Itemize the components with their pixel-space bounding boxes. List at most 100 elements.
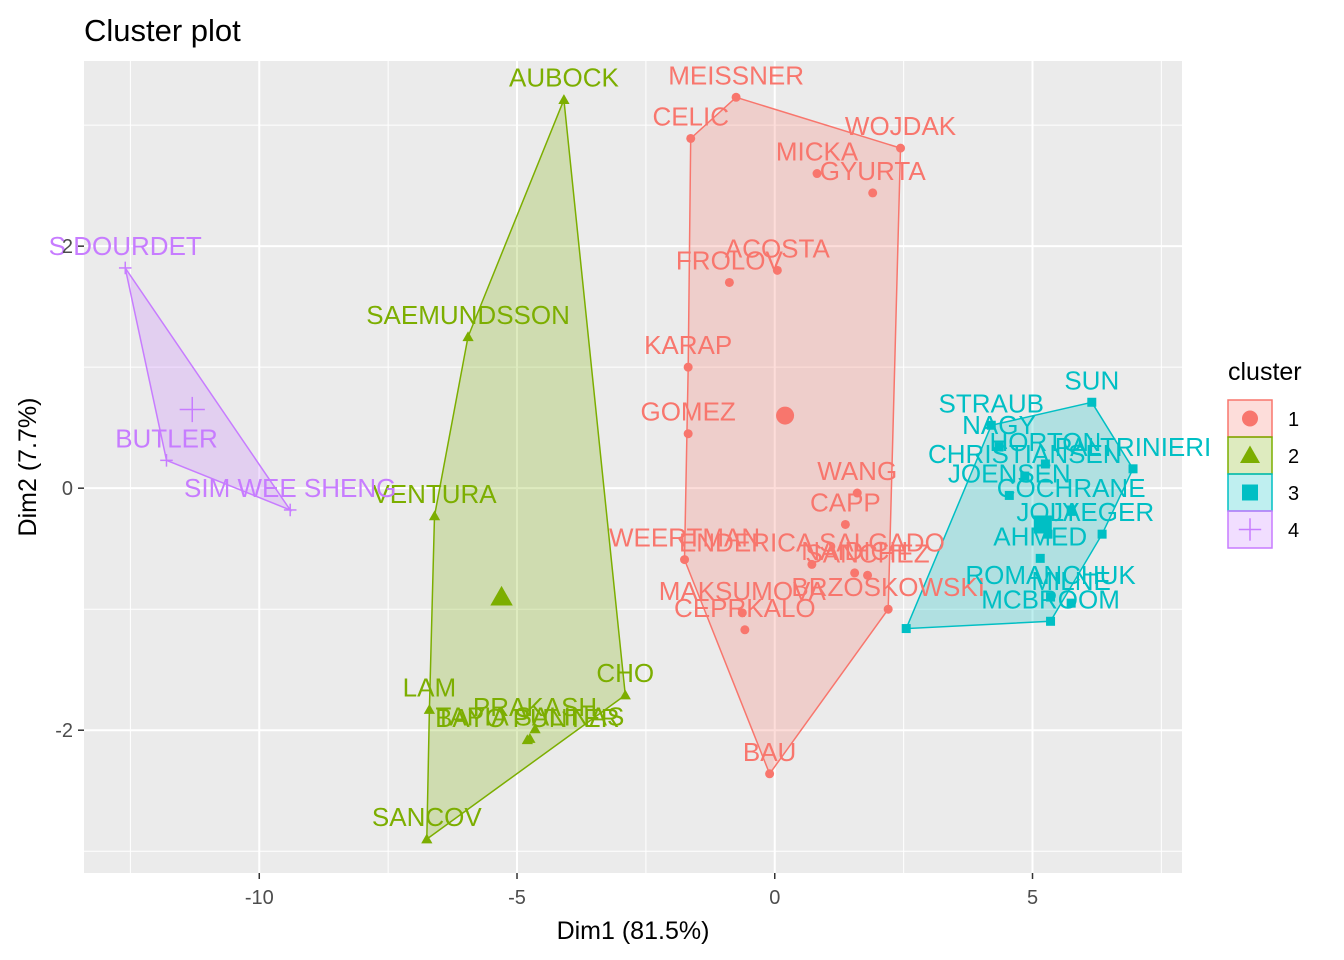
point-label: MAKSUMOVA xyxy=(659,576,827,606)
data-point xyxy=(1087,397,1097,407)
point-label: CELIC xyxy=(652,101,729,131)
legend-title: cluster xyxy=(1228,358,1302,386)
data-point xyxy=(160,454,173,467)
data-point xyxy=(807,559,817,569)
legend: cluster 1 2 3 4 xyxy=(1227,358,1302,549)
point-label: CEPRKALO xyxy=(674,593,816,623)
point-label: JAEGER xyxy=(1050,497,1154,527)
point-label: VENTURA xyxy=(372,479,497,509)
data-point xyxy=(118,261,132,275)
point-label: ROMANCHUK xyxy=(965,560,1136,590)
data-point xyxy=(683,429,693,439)
data-point xyxy=(724,277,734,287)
data-point xyxy=(737,608,747,618)
data-point xyxy=(462,331,474,342)
legend-label-3: 3 xyxy=(1288,483,1299,505)
point-label: PALTRINIERI xyxy=(1055,432,1212,462)
point-label: NAIDICH xyxy=(801,536,908,566)
data-point xyxy=(731,92,741,102)
point-label: BAYO PUNTER xyxy=(435,703,619,733)
data-point xyxy=(840,519,850,529)
data-point xyxy=(1043,529,1053,539)
point-label: NAGY xyxy=(962,410,1036,440)
data-point xyxy=(1066,505,1076,515)
data-point xyxy=(1035,553,1045,563)
data-point xyxy=(852,488,862,498)
point-label: MEISSNER xyxy=(668,60,804,90)
legend-label-2: 2 xyxy=(1288,446,1299,468)
legend-label-4: 4 xyxy=(1288,520,1299,542)
data-point xyxy=(680,555,690,565)
data-point xyxy=(883,604,893,614)
cluster-4-hull xyxy=(124,267,293,512)
data-point xyxy=(1046,616,1056,626)
point-label: SIM WEE SHENG xyxy=(184,473,396,503)
y-axis-ticks: -2 0 2 xyxy=(55,236,84,742)
point-label: BUTLER xyxy=(115,423,218,453)
point-label: KARAP xyxy=(644,330,732,360)
x-tick-label: 0 xyxy=(769,887,780,909)
cluster-centroids xyxy=(179,396,1052,606)
data-point xyxy=(896,143,906,153)
legend-symbol-4 xyxy=(1238,518,1262,541)
point-label: SAEMUNDSSON xyxy=(366,300,570,330)
data-point xyxy=(421,833,433,844)
legend-symbol-3 xyxy=(1242,484,1258,501)
data-point xyxy=(686,133,696,143)
legend-label-1: 1 xyxy=(1288,409,1299,431)
point-label: ENDERICA SALGADO xyxy=(679,527,945,557)
data-point xyxy=(868,188,878,198)
point-label: FROLOV xyxy=(676,245,784,275)
point-label: AUBOCK xyxy=(509,63,619,93)
data-point xyxy=(863,570,873,580)
point-label: WOJDAK xyxy=(845,111,957,141)
data-point xyxy=(521,734,533,745)
data-points xyxy=(118,92,1138,844)
legend-symbol-1 xyxy=(1242,410,1258,427)
point-label: WEERTMAN xyxy=(609,523,760,553)
point-label: COCHRANE xyxy=(997,473,1146,503)
x-tick-label: -5 xyxy=(508,887,526,909)
point-label: GYURTA xyxy=(820,156,927,186)
point-label: SANCHEZ xyxy=(805,538,929,568)
point-label: AHMED xyxy=(993,521,1087,551)
point-label: CHO xyxy=(596,658,654,688)
data-point xyxy=(1040,459,1050,469)
data-point xyxy=(765,769,775,779)
point-label: GOMEZ xyxy=(640,397,735,427)
data-point xyxy=(423,704,436,714)
data-point xyxy=(619,689,631,700)
point-label: BRZOSKOWSKI xyxy=(791,572,985,602)
cluster-hulls xyxy=(124,96,1134,841)
data-point xyxy=(1066,598,1076,608)
point-label: WANG xyxy=(817,456,897,486)
cluster-1-centroid xyxy=(776,406,795,425)
data-point xyxy=(1020,471,1030,481)
point-label: CHRISTIANSEN xyxy=(928,439,1122,469)
point-label: JOLY xyxy=(1016,497,1079,527)
point-label: TAPIA SALINAS xyxy=(435,702,624,732)
point-label: MICKA xyxy=(776,137,859,167)
chart-title: Cluster plot xyxy=(84,13,241,48)
major-gridlines xyxy=(84,61,1182,873)
point-label: S DOURDET xyxy=(49,231,202,261)
legend-symbol-2 xyxy=(1240,445,1260,463)
y-tick-label: 2 xyxy=(62,236,73,258)
point-label: LAM xyxy=(403,673,456,703)
data-point xyxy=(283,503,297,517)
data-point xyxy=(994,442,1004,452)
point-label: HORTON xyxy=(990,427,1102,457)
point-label: MILNE xyxy=(1031,566,1110,596)
y-tick-label: 0 xyxy=(62,478,73,500)
cluster-3-centroid xyxy=(1033,515,1052,534)
y-tick-label: -2 xyxy=(55,720,73,742)
plot-panel xyxy=(84,61,1182,873)
point-label: SUN xyxy=(1064,365,1119,395)
x-axis-title: Dim1 (81.5%) xyxy=(557,917,710,945)
point-label: MCBROOM xyxy=(981,584,1120,614)
data-point xyxy=(1128,464,1138,474)
data-point xyxy=(1046,592,1056,602)
data-point xyxy=(812,169,822,179)
